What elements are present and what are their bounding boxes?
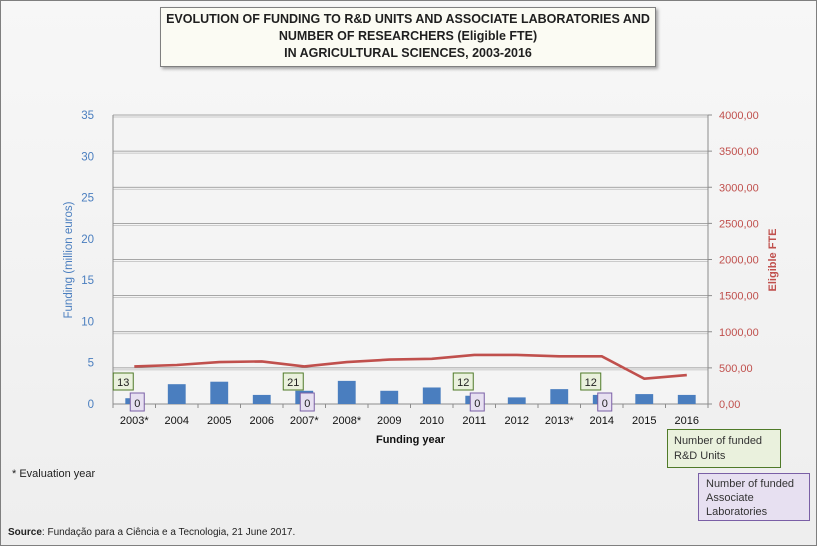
x-tick-label: 2016 xyxy=(675,415,699,427)
y-tick-label-left: 30 xyxy=(81,151,94,163)
labs-annotation-label: 0 xyxy=(134,398,140,410)
units-annotation-label: 12 xyxy=(457,377,469,389)
y-tick-label-right: 3500,00 xyxy=(719,146,759,158)
y-tick-label-right: 0,00 xyxy=(719,399,740,411)
y-axis-title-left: Funding (million euros) xyxy=(63,201,75,318)
labs-annotation-label: 0 xyxy=(304,398,310,410)
x-tick-label: 2005 xyxy=(207,415,231,427)
units-annotation-box xyxy=(282,372,304,391)
bar xyxy=(677,394,696,404)
x-tick-label: 2012 xyxy=(505,415,529,427)
title-line-3: IN AGRICULTURAL SCIENCES, 2003-2016 xyxy=(284,46,532,60)
labs-annotation-label: 0 xyxy=(474,398,480,410)
units-annotation-label: 13 xyxy=(117,377,129,389)
source-note: Source: Fundação para a Ciência e a Tecn… xyxy=(8,527,295,538)
x-axis-title: Funding year xyxy=(376,434,446,446)
source-label: Source xyxy=(8,527,42,538)
units-annotation-box xyxy=(580,372,602,391)
x-tick-label: 2007* xyxy=(290,415,319,427)
y-axis-title-right: Eligible FTE xyxy=(767,229,779,292)
bar xyxy=(507,397,526,404)
x-tick-label: 2006 xyxy=(250,415,274,427)
y-tick-label-left: 25 xyxy=(81,193,94,205)
chart-title: EVOLUTION OF FUNDING TO R&D UNITS AND AS… xyxy=(160,7,656,67)
title-line-2: NUMBER OF RESEARCHERS (Eligible FTE) xyxy=(278,29,538,43)
y-tick-label-right: 2000,00 xyxy=(719,255,759,267)
source-text: : Fundação para a Ciência e a Tecnologia… xyxy=(41,527,296,538)
y-tick-label-right: 1500,00 xyxy=(719,291,759,303)
y-tick-label-right: 3000,00 xyxy=(719,182,759,194)
legend-funded-labs: Number of funded Associate Laboratories xyxy=(698,473,810,521)
y-tick-label-right: 500,00 xyxy=(719,363,753,375)
labs-annotation-box xyxy=(469,392,485,412)
units-annotation-box xyxy=(112,372,134,391)
x-tick-label: 2010 xyxy=(420,415,444,427)
units-annotation-box xyxy=(452,372,474,391)
y-tick-label-right: 4000,00 xyxy=(719,110,759,122)
title-line-1: EVOLUTION OF FUNDING TO R&D UNITS AND AS… xyxy=(166,12,650,26)
y-tick-label-right: 2500,00 xyxy=(719,218,759,230)
labs-annotation-box xyxy=(597,392,613,412)
footnote: * Evaluation year xyxy=(12,468,96,480)
labs-annotation-box xyxy=(299,392,315,412)
legend-funded-units: Number of funded R&D Units xyxy=(667,429,781,468)
bar xyxy=(635,394,654,404)
x-tick-label: 2003* xyxy=(120,415,149,427)
units-annotation-label: 21 xyxy=(287,377,299,389)
y-tick-label-left: 0 xyxy=(88,399,94,411)
y-tick-label-left: 35 xyxy=(81,110,94,122)
x-tick-label: 2015 xyxy=(632,415,656,427)
x-tick-label: 2004 xyxy=(165,415,189,427)
y-tick-label-left: 5 xyxy=(88,358,94,370)
x-tick-label: 2009 xyxy=(377,415,401,427)
units-annotation-label: 12 xyxy=(585,377,597,389)
bar xyxy=(422,387,441,404)
y-tick-label-left: 10 xyxy=(81,316,94,328)
y-tick-label-right: 1000,00 xyxy=(719,327,759,339)
x-tick-label: 2013* xyxy=(545,415,574,427)
bar xyxy=(380,390,399,404)
labs-annotation-label: 0 xyxy=(602,398,608,410)
bar xyxy=(210,381,229,404)
x-tick-label: 2011 xyxy=(462,415,486,427)
fte-line xyxy=(134,353,687,381)
x-tick-label: 2014 xyxy=(590,415,614,427)
bar xyxy=(550,389,569,404)
y-tick-label-left: 20 xyxy=(81,234,94,246)
x-tick-label: 2008* xyxy=(332,415,361,427)
bar xyxy=(167,384,186,404)
bar xyxy=(252,394,271,404)
y-tick-label-left: 15 xyxy=(81,275,94,287)
labs-annotation-box xyxy=(129,392,145,412)
bar xyxy=(337,380,356,404)
